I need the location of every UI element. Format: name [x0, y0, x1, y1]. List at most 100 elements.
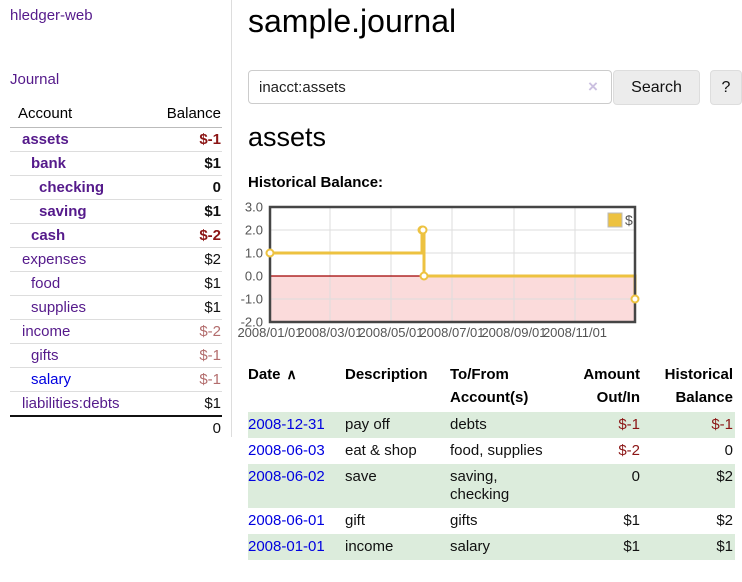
- account-balance: 0: [150, 175, 222, 200]
- y-tick-label: -1.0: [241, 292, 263, 307]
- data-point-marker: [418, 225, 428, 235]
- register-header-accounts: To/From Account(s): [450, 366, 529, 406]
- account-balance: $-1: [150, 367, 222, 392]
- transaction-description: save: [345, 468, 377, 485]
- clear-search-icon[interactable]: ×: [588, 77, 598, 96]
- account-row: liabilities:debts $1: [10, 391, 222, 416]
- sidebar-item-journal[interactable]: Journal: [10, 71, 60, 88]
- transaction-balance: 0: [724, 442, 733, 459]
- register-row: 2008-06-02 save saving, checking 0 $2: [248, 464, 735, 508]
- account-row: assets $-1: [10, 128, 222, 152]
- plot-border: [268, 205, 637, 324]
- y-tick-label: 1.0: [245, 246, 263, 261]
- transaction-amount: $1: [623, 512, 640, 529]
- accounts-table: Account Balance assets $-1 bank $1 checking 0…: [10, 101, 222, 440]
- account-row: food $1: [10, 271, 222, 296]
- account-balance: $2: [150, 247, 222, 272]
- sidebar-account-link[interactable]: saving: [39, 203, 87, 220]
- register-table: Date ∧ Description To/From Account(s) Amo…: [248, 360, 735, 560]
- transaction-accounts: debts: [450, 416, 487, 433]
- transaction-balance: $-1: [711, 416, 733, 433]
- account-row: income $-2: [10, 319, 222, 344]
- x-tick-label: 2008/01/01: [237, 325, 302, 340]
- transaction-description: gift: [345, 512, 366, 529]
- account-balance: $-1: [150, 343, 222, 368]
- data-point-marker: [265, 248, 275, 258]
- transaction-date-link[interactable]: 2008-06-02: [248, 468, 325, 485]
- transaction-date-link[interactable]: 2008-01-01: [248, 538, 325, 555]
- search-button[interactable]: Search: [613, 70, 700, 105]
- account-balance: $-1: [199, 131, 221, 148]
- transaction-balance: $2: [716, 468, 733, 485]
- account-row: expenses $2: [10, 247, 222, 272]
- account-row: checking 0: [10, 175, 222, 200]
- register-row: 2008-06-03 eat & shop food, supplies $-2 0: [248, 438, 735, 464]
- y-tick-label: -2.0: [241, 315, 263, 330]
- account-row: cash $-2: [10, 223, 222, 248]
- data-point-marker: [419, 271, 429, 281]
- register-row: 2008-12-31 pay off debts $-1 $-1: [248, 412, 735, 438]
- sidebar-account-link[interactable]: supplies: [31, 299, 87, 316]
- sidebar-account-link[interactable]: liabilities:debts: [22, 395, 120, 412]
- data-point-marker: [630, 294, 640, 304]
- accounts-total-row: 0: [10, 415, 222, 440]
- transaction-accounts: saving, checking: [450, 468, 510, 503]
- register-header-amount: Amount Out/In: [583, 366, 640, 406]
- sidebar-account-link[interactable]: food: [31, 275, 61, 292]
- y-tick-label: 3.0: [245, 200, 263, 215]
- sidebar-account-link[interactable]: checking: [39, 179, 105, 196]
- account-row: bank $1: [10, 151, 222, 176]
- account-row: salary $-1: [10, 367, 222, 392]
- transaction-date-link[interactable]: 2008-06-01: [248, 512, 325, 529]
- accounts-header-account: Account: [10, 101, 151, 128]
- account-balance: $1: [150, 295, 222, 320]
- transaction-description: pay off: [345, 416, 390, 433]
- sidebar-account-link[interactable]: assets: [22, 131, 69, 148]
- transaction-description: income: [345, 538, 394, 555]
- transaction-description: eat & shop: [345, 442, 417, 459]
- accounts-table-body: assets $-1 bank $1 checking 0 saving $1 cash $-2 e…: [10, 128, 222, 440]
- sidebar-account-link[interactable]: cash: [31, 227, 66, 244]
- sidebar-account-link[interactable]: bank: [31, 155, 67, 172]
- sidebar-account-link[interactable]: income: [22, 323, 71, 340]
- y-tick-label: 2.0: [245, 223, 263, 238]
- transaction-date-link[interactable]: 2008-06-03: [248, 442, 325, 459]
- page-title: sample.journal: [248, 3, 457, 39]
- account-row: supplies $1: [10, 295, 222, 320]
- legend-swatch: [607, 212, 623, 228]
- search-form: × Search ?: [248, 70, 742, 105]
- transaction-balance: $2: [716, 512, 733, 529]
- sidebar-account-link[interactable]: expenses: [22, 251, 87, 268]
- sidebar-account-link[interactable]: salary: [31, 371, 72, 388]
- transaction-amount: $-2: [618, 442, 640, 459]
- account-row: saving $1: [10, 199, 222, 224]
- sidebar-account-link[interactable]: gifts: [31, 347, 59, 364]
- accounts-header-balance: Balance: [150, 101, 222, 128]
- transaction-balance: $1: [716, 538, 733, 555]
- x-tick-label: 2008/11/01: [543, 325, 607, 340]
- transaction-amount: $-1: [618, 416, 640, 433]
- x-tick-label: 2008/09/01: [481, 325, 546, 340]
- transaction-date-link[interactable]: 2008-12-31: [248, 416, 325, 433]
- accounts-total-balance: 0: [150, 415, 222, 440]
- account-balance: $1: [150, 391, 222, 416]
- sort-ascending-icon: ∧: [286, 366, 297, 382]
- register-header-date[interactable]: Date ∧: [248, 360, 345, 412]
- search-input[interactable]: [248, 70, 612, 104]
- transaction-accounts: food, supplies: [450, 442, 543, 459]
- help-button[interactable]: ?: [710, 70, 742, 105]
- accounts-header-row: Account Balance: [10, 101, 222, 128]
- legend-label: $: [625, 212, 633, 228]
- sidebar-divider: [231, 0, 232, 437]
- transaction-amount: 0: [631, 468, 640, 485]
- chart-heading: Historical Balance:: [248, 174, 384, 191]
- app-brand-link[interactable]: hledger-web: [10, 7, 93, 24]
- transaction-accounts: gifts: [450, 512, 478, 529]
- register-header-row: Date ∧ Description To/From Account(s) Amo…: [248, 360, 735, 412]
- x-tick-label: 2008/07/01: [419, 325, 484, 340]
- transaction-accounts: salary: [450, 538, 491, 555]
- transaction-amount: $1: [623, 538, 640, 555]
- account-balance: $1: [150, 271, 222, 296]
- account-balance: $1: [150, 151, 222, 176]
